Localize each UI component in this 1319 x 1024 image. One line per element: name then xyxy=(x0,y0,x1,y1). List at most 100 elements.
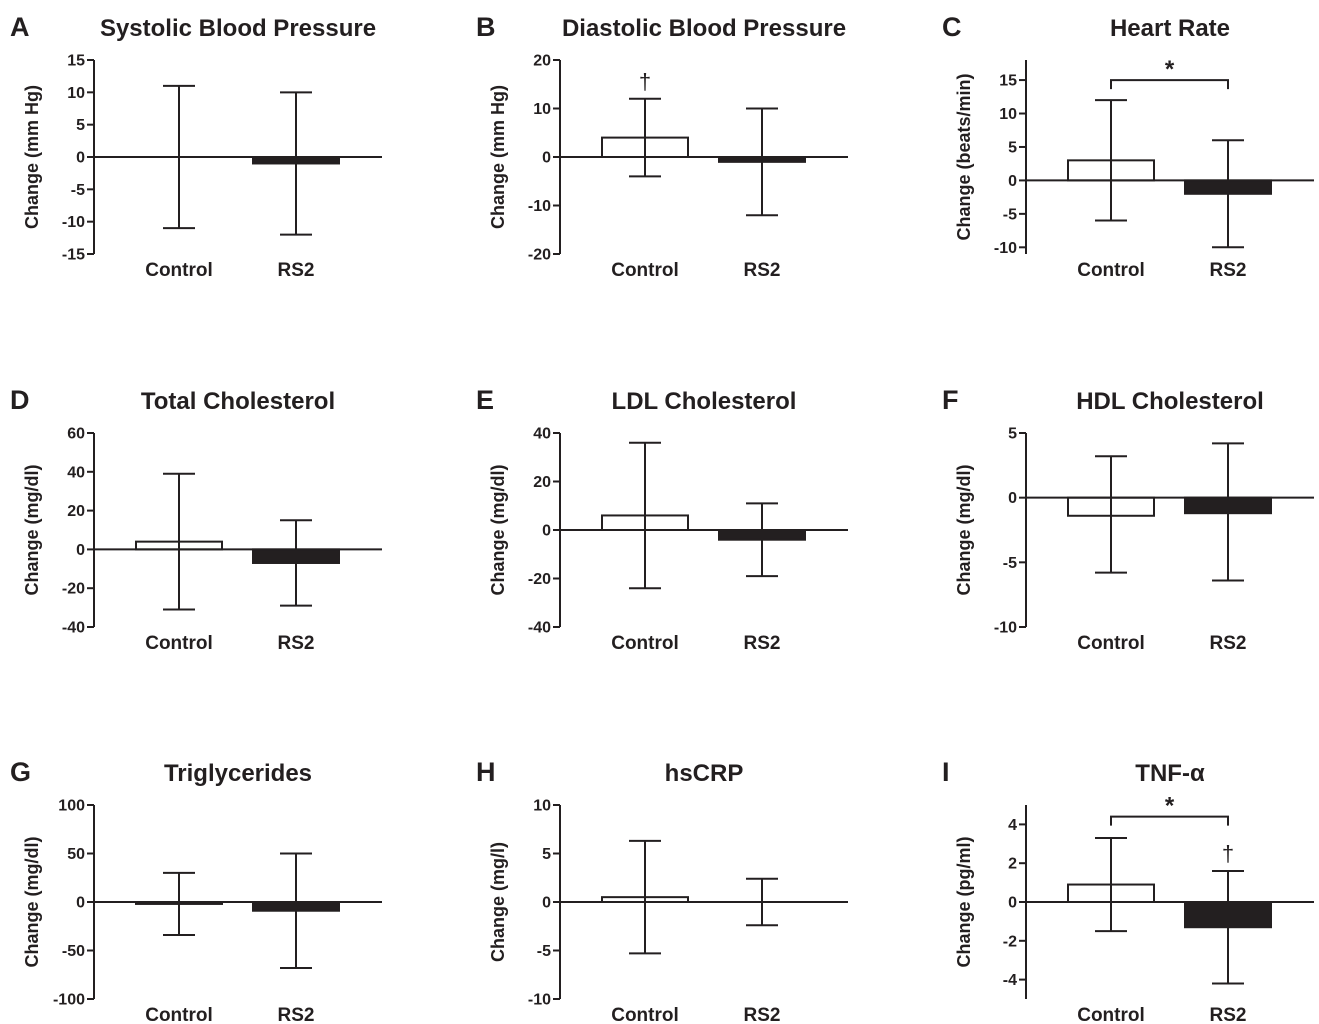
y-tick-label: 5 xyxy=(76,117,85,134)
chart-title: Triglycerides xyxy=(164,760,312,787)
panel-letter: H xyxy=(476,757,496,787)
y-tick-label: -100 xyxy=(53,992,85,1009)
panel-letter: F xyxy=(942,385,959,415)
error-bar-control xyxy=(163,472,195,611)
x-tick-label: RS2 xyxy=(744,260,781,281)
x-tick-label: Control xyxy=(1077,260,1145,281)
y-tick-label: -20 xyxy=(528,571,551,588)
error-bar-rs2 xyxy=(1212,442,1244,582)
chart-panel-d: D Total Cholesterol 60 40 20 0 -20 -40 Change (m… xyxy=(10,385,382,654)
y-tick-label: 20 xyxy=(533,53,551,70)
chart-panel-i: I TNF-α 4 2 0 -2 -4 Change (pg/ml) Control RS2 * † xyxy=(942,757,1314,1024)
chart-title: Diastolic Blood Pressure xyxy=(562,15,846,42)
chart-title: LDL Cholesterol xyxy=(612,388,797,415)
y-tick-label: -10 xyxy=(994,240,1017,257)
x-tick-label: Control xyxy=(611,633,679,654)
error-bar-control xyxy=(163,871,195,936)
y-axis-label: Change (mg/dl) xyxy=(488,465,508,596)
y-tick-label: 15 xyxy=(999,73,1017,90)
significance-marker: * xyxy=(1165,56,1175,83)
x-tick-label: RS2 xyxy=(744,633,781,654)
error-bar-control xyxy=(1095,455,1127,574)
y-tick-label: 10 xyxy=(67,85,85,102)
y-axis-label: Change (pg/ml) xyxy=(954,837,974,968)
error-bar-rs2 xyxy=(746,107,778,217)
error-bar-control xyxy=(1095,836,1127,933)
y-tick-label: 10 xyxy=(533,798,551,815)
y-tick-label: 100 xyxy=(58,798,85,815)
y-tick-label: 0 xyxy=(1008,173,1017,190)
error-bar-rs2 xyxy=(1212,139,1244,249)
x-tick-label: RS2 xyxy=(744,1005,781,1024)
y-tick-label: -50 xyxy=(62,943,85,960)
y-tick-label: -2 xyxy=(1003,933,1017,950)
y-tick-label: 0 xyxy=(542,523,551,540)
x-tick-label: RS2 xyxy=(278,260,315,281)
chart-title: TNF-α xyxy=(1135,760,1205,787)
significance-bracket xyxy=(1110,815,1229,826)
chart-panel-b: B Diastolic Blood Pressure 20 10 0 -10 -20 Chan… xyxy=(476,12,848,281)
y-axis-label: Change (mm Hg) xyxy=(22,85,42,229)
y-tick-label: 0 xyxy=(542,895,551,912)
y-tick-label: 5 xyxy=(1008,139,1017,156)
y-tick-label: 4 xyxy=(1008,817,1017,834)
y-axis-label: Change (mm Hg) xyxy=(488,85,508,229)
y-tick-label: -10 xyxy=(528,992,551,1009)
chart-title: Systolic Blood Pressure xyxy=(100,15,376,42)
y-tick-label: 5 xyxy=(1008,426,1017,443)
y-tick-label: -10 xyxy=(994,620,1017,637)
y-tick-label: -10 xyxy=(62,214,85,231)
panel-letter: C xyxy=(942,12,962,42)
panel-letter: B xyxy=(476,12,496,42)
y-tick-label: 10 xyxy=(999,106,1017,123)
chart-title: HDL Cholesterol xyxy=(1076,388,1264,415)
chart-panel-g: G Triglycerides 100 50 0 -50 -100 Change (mg/dl… xyxy=(10,757,382,1024)
error-bar-rs2 xyxy=(280,852,312,969)
y-tick-label: 0 xyxy=(76,150,85,167)
y-axis-label: Change (mg/dl) xyxy=(22,465,42,596)
y-tick-label: 40 xyxy=(533,426,551,443)
x-tick-label: RS2 xyxy=(1210,260,1247,281)
error-bar-rs2 xyxy=(746,877,778,927)
y-tick-label: 5 xyxy=(542,846,551,863)
x-tick-label: RS2 xyxy=(278,633,315,654)
x-tick-label: RS2 xyxy=(1210,633,1247,654)
y-tick-label: -10 xyxy=(528,198,551,215)
x-tick-label: Control xyxy=(145,1005,213,1024)
y-tick-label: 20 xyxy=(533,474,551,491)
y-axis-label: Change (beats/min) xyxy=(954,73,974,240)
chart-title: Total Cholesterol xyxy=(141,388,335,415)
y-tick-label: 10 xyxy=(533,101,551,118)
x-tick-label: Control xyxy=(1077,1005,1145,1024)
y-tick-label: 50 xyxy=(67,846,85,863)
error-bar-control xyxy=(629,97,661,178)
y-tick-label: 15 xyxy=(67,53,85,70)
error-bar-rs2 xyxy=(280,91,312,236)
y-tick-label: 40 xyxy=(67,464,85,481)
x-tick-label: Control xyxy=(145,260,213,281)
y-tick-label: -5 xyxy=(1003,555,1017,572)
error-bar-rs2 xyxy=(746,502,778,578)
error-bar-control xyxy=(629,839,661,955)
chart-title: hsCRP xyxy=(665,760,744,787)
chart-panel-f: F HDL Cholesterol 5 0 -5 -10 Change (mg/dl) Con… xyxy=(942,385,1314,654)
y-tick-label: 0 xyxy=(542,150,551,167)
x-tick-label: Control xyxy=(145,633,213,654)
y-tick-label: -40 xyxy=(528,620,551,637)
chart-panel-e: E LDL Cholesterol 40 20 0 -20 -40 Change (mg/dl… xyxy=(476,385,848,654)
panel-letter: D xyxy=(10,385,30,415)
panel-letter: A xyxy=(10,12,30,42)
y-tick-label: 60 xyxy=(67,426,85,443)
y-tick-label: 0 xyxy=(76,895,85,912)
error-bar-control xyxy=(163,84,195,230)
chart-panel-a: A Systolic Blood Pressure 15 10 5 0 -5 -10 -15 Ch… xyxy=(10,12,382,281)
panel-letter: E xyxy=(476,385,494,415)
y-tick-label: 0 xyxy=(76,542,85,559)
y-tick-label: -5 xyxy=(1003,206,1017,223)
x-tick-label: Control xyxy=(1077,633,1145,654)
x-tick-label: Control xyxy=(611,260,679,281)
y-tick-label: -40 xyxy=(62,620,85,637)
dagger-marker: † xyxy=(1222,841,1234,866)
